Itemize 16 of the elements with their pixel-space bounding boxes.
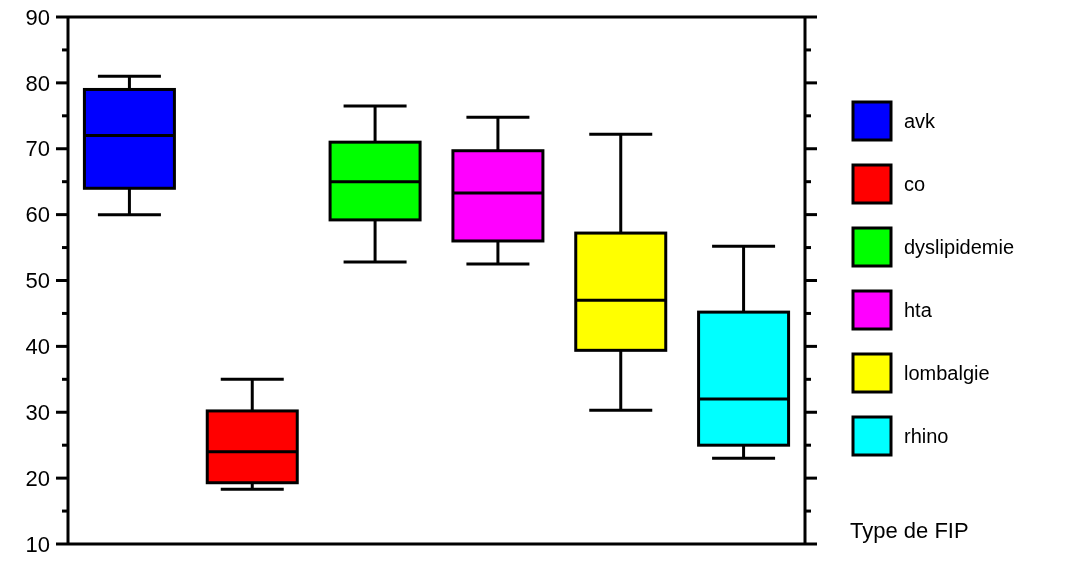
legend-label: avk (904, 110, 937, 132)
y-tick-label: 60 (25, 202, 50, 228)
y-tick-label: 90 (25, 4, 50, 30)
y-tick-label: 80 (25, 70, 50, 96)
y-tick-label: 10 (25, 531, 50, 557)
legend-label: lombalgie (904, 362, 990, 384)
y-tick-label: 20 (25, 465, 50, 491)
y-tick-label: 30 (25, 399, 50, 425)
legend-title: Type de FIP (850, 518, 969, 543)
legend-label: dyslipidemie (904, 236, 1015, 258)
legend-label: rhino (904, 425, 949, 447)
legend-label: hta (904, 299, 933, 321)
y-tick-label: 50 (25, 268, 50, 294)
y-tick-label: 70 (25, 136, 50, 162)
legend-label: co (904, 173, 926, 195)
y-tick-label: 40 (25, 334, 50, 360)
